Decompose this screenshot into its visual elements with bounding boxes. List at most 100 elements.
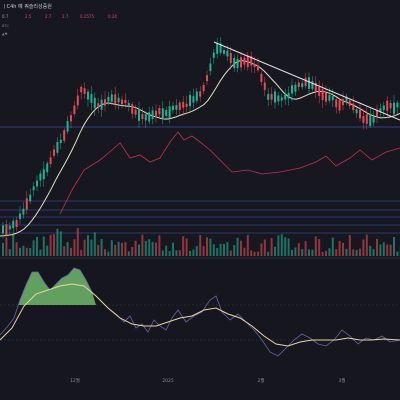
candle-body (274, 91, 276, 103)
candle-body (141, 114, 144, 119)
candle-body (212, 52, 215, 58)
candle-body (148, 112, 151, 122)
candle-body (199, 91, 202, 97)
candle-body (100, 99, 103, 110)
candle-body (36, 180, 38, 187)
candle-body (56, 141, 59, 153)
volume-bar (240, 240, 242, 256)
candle-body (331, 95, 334, 101)
candle-body (291, 85, 293, 94)
candle-body (107, 96, 110, 102)
volume-bar (226, 242, 229, 256)
volume-bar (90, 239, 93, 256)
volume-bar (36, 236, 38, 256)
candle-body (110, 94, 113, 102)
indicator-pane[interactable] (0, 267, 400, 357)
time-axis-label-0: 12월 (70, 377, 80, 384)
volume-bar (345, 248, 348, 256)
volume-bar (148, 239, 151, 256)
volume-bar (172, 242, 174, 256)
chart-symbol-title: ㅣC4h 예 쿼슬리성증원 (2, 3, 52, 10)
candle-body (168, 106, 171, 119)
candle-body (328, 95, 331, 101)
candle-body (284, 94, 287, 100)
volume-bar (127, 251, 130, 256)
volume-bar (100, 239, 103, 256)
candle-body (66, 121, 69, 132)
candle-body (240, 57, 242, 68)
candle-body (161, 108, 164, 120)
volume-bar (223, 243, 225, 256)
volume-bar (338, 240, 341, 256)
candle-body (229, 53, 232, 64)
volume-bar (155, 242, 157, 256)
chart-stat-0: 0.7 (2, 14, 9, 19)
volume-bar (189, 250, 191, 256)
volume-bar (151, 241, 154, 256)
volume-bar (359, 248, 361, 256)
candle-body (342, 99, 344, 106)
volume-bar (165, 245, 168, 256)
candle-body (175, 105, 178, 110)
chart-stat-1: 2.5 (25, 14, 32, 19)
candle-body (42, 169, 45, 180)
candle-body (389, 102, 392, 109)
candle-body (97, 103, 100, 107)
volume-bar (158, 235, 161, 256)
candle-body (189, 94, 191, 107)
candle-body (209, 63, 212, 72)
volume-bar (257, 251, 259, 256)
volume-bar (284, 237, 287, 256)
candle-body (219, 43, 222, 53)
volume-bar (8, 249, 11, 256)
descending-trend-line[interactable] (213, 41, 400, 121)
candle-body (73, 105, 76, 115)
volume-bar (25, 247, 28, 256)
volume-bar (199, 235, 202, 256)
volume-bar (97, 244, 100, 256)
candle-body (308, 77, 310, 89)
candle-body (151, 110, 154, 119)
volume-bar (5, 237, 8, 256)
volume-bar (141, 234, 144, 256)
volume-bar (274, 246, 276, 256)
chart-sub-0: BTC (2, 24, 9, 28)
candle-body (121, 99, 123, 105)
candle-body (352, 103, 355, 111)
candle-body (202, 84, 205, 92)
candle-body (144, 114, 147, 121)
volume-bar (178, 250, 181, 256)
candle-body (236, 58, 239, 69)
volume-bar (29, 247, 32, 256)
candle-body (134, 109, 137, 115)
candle-body (379, 108, 382, 113)
volume-bar (144, 240, 147, 256)
candle-body (386, 100, 389, 111)
candle-body (39, 173, 42, 181)
candle-body (345, 96, 348, 103)
candle-body (158, 108, 161, 115)
volume-bar (49, 234, 52, 256)
candle-body (5, 224, 8, 236)
candle-body (93, 97, 96, 108)
candle-body (124, 99, 127, 104)
volume-bar (250, 250, 253, 256)
candle-body (8, 225, 11, 230)
volume-bar (76, 228, 79, 256)
chart-stat-3: 2.7 (62, 14, 69, 19)
volume-bar (233, 245, 236, 256)
volume-bar (195, 246, 198, 256)
volume-bar (175, 250, 178, 256)
candle-body (59, 139, 62, 143)
volume-bar (46, 245, 49, 256)
volume-bar (87, 235, 89, 256)
chart-header: ㅣC4h 예 쿼슬리성증원 0.7 2.5 2.7 2.7 0.2575 0.2… (2, 3, 117, 36)
volume-bar (267, 251, 270, 256)
candle-body (80, 86, 83, 93)
volume-bar (236, 237, 239, 256)
candle-body (185, 103, 188, 107)
candle-body (301, 83, 304, 88)
candle-body (362, 116, 365, 123)
volume-bar (229, 250, 232, 256)
